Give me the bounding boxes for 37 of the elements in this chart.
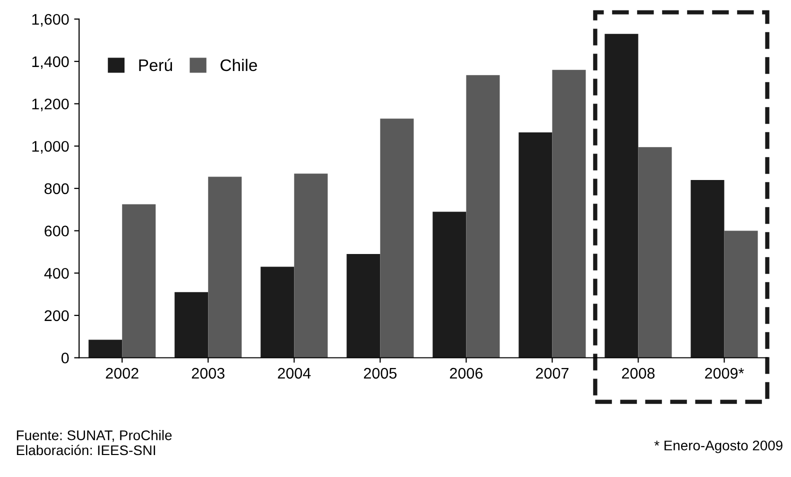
x-tick-label: 2007 <box>536 368 568 379</box>
bar <box>466 75 500 358</box>
bar <box>260 266 294 358</box>
bar <box>604 34 638 358</box>
bar <box>690 180 724 358</box>
y-tick-label: 1,200 <box>32 98 69 112</box>
legend-label: Perú <box>139 58 172 72</box>
text: * Enero-Agosto 2009 <box>654 440 782 454</box>
bar <box>208 176 242 358</box>
y-tick-label: 1,400 <box>32 56 69 69</box>
bar <box>518 132 552 358</box>
bar <box>638 147 672 358</box>
bar <box>294 174 328 358</box>
x-tick-label: 2003 <box>192 368 224 379</box>
bar <box>380 118 414 358</box>
y-tick-label: 0 <box>61 352 69 364</box>
bar <box>346 254 380 358</box>
x-tick-label: 2002 <box>106 368 138 379</box>
bar <box>174 292 208 358</box>
legend-label: Chile <box>220 58 257 72</box>
x-tick-label: 2005 <box>364 368 397 379</box>
y-tick-label: 1,600 <box>32 14 69 27</box>
x-tick-label: 2006 <box>450 368 483 379</box>
y-tick-label: 800 <box>44 183 69 194</box>
y-tick-label: 600 <box>44 226 69 236</box>
bar <box>122 204 156 358</box>
x-tick-label: 2009* <box>705 368 744 379</box>
y-tick-label: 1,000 <box>32 140 69 154</box>
x-tick-label: 2004 <box>278 368 311 379</box>
source-note: Fuente: SUNAT, ProChile Elaboración: IEES-SNI <box>16 430 172 456</box>
bar <box>724 230 758 358</box>
y-tick-label: 400 <box>44 268 69 279</box>
bar <box>432 212 466 358</box>
y-tick-label: 200 <box>44 310 69 322</box>
bar <box>552 70 586 358</box>
x-tick-label: 2008 <box>622 368 655 379</box>
bar <box>88 340 122 358</box>
